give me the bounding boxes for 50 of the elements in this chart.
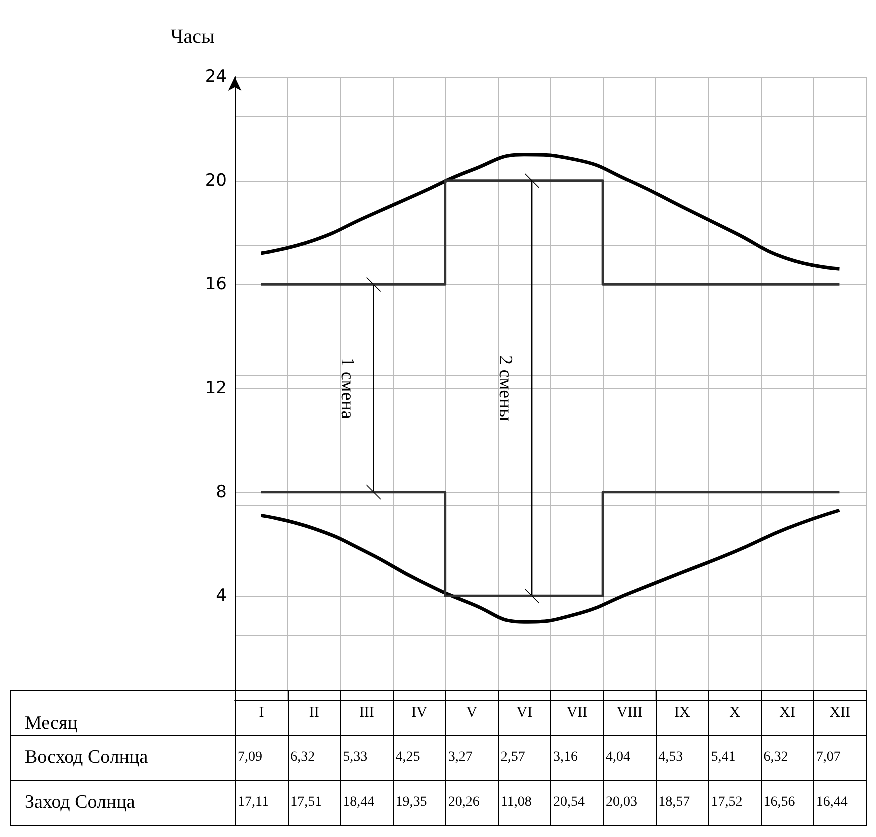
text: Восход Солнца [10, 736, 236, 780]
x-tick-label: V [446, 690, 498, 736]
text: 11,08 [498, 780, 551, 826]
text: 16,44 [814, 780, 866, 826]
annotation: 2 смены [495, 355, 516, 422]
text: 4,04 [604, 736, 656, 780]
text: 3,16 [550, 736, 604, 780]
y-tick-label: 20 [205, 170, 227, 191]
text: 6,32 [761, 736, 814, 780]
y-tick-label: 12 [205, 378, 227, 398]
text: 20,03 [604, 780, 656, 826]
text: 16,56 [761, 780, 814, 826]
text: 4,53 [656, 736, 709, 780]
x-tick-label: IX [656, 690, 709, 736]
y-tick-label: 4 [216, 586, 227, 606]
line-series [260, 508, 842, 624]
x-tick-label: XI [761, 690, 814, 736]
x-tick-label: III [340, 690, 394, 736]
text: 20,54 [550, 780, 604, 826]
text: Заход Солнца [10, 780, 236, 826]
x-tick-label: VII [550, 690, 604, 736]
x-tick-label: IV [393, 690, 446, 736]
text: 18,57 [656, 780, 709, 826]
text: 19,35 [393, 780, 446, 826]
y-tick-label: 8 [216, 482, 227, 502]
line-series [260, 153, 842, 271]
text: 17,11 [236, 780, 288, 826]
annotation: 1 смена [336, 358, 358, 420]
text: 5,41 [708, 736, 762, 780]
text: 7,09 [236, 736, 288, 780]
text: 17,51 [288, 780, 341, 826]
text: 17,52 [708, 780, 762, 826]
text: 6,32 [288, 736, 341, 780]
text: 20,26 [446, 780, 498, 826]
x-tick-label: VIII [604, 690, 656, 736]
text: 18,44 [340, 780, 394, 826]
y-tick-label: 16 [205, 274, 227, 295]
text: 2,57 [498, 736, 551, 780]
x-tick-label: I [236, 690, 288, 736]
y-axis-title: Часы [170, 26, 215, 48]
text: 7,07 [814, 736, 866, 780]
text: 5,33 [340, 736, 394, 780]
text: 3,27 [446, 736, 498, 780]
x-tick-label: II [288, 690, 341, 736]
x-tick-label: XII [814, 690, 866, 736]
x-tick-label: VI [498, 690, 551, 736]
text: Месяц [10, 690, 236, 736]
text: 4,25 [393, 736, 446, 780]
y-tick-label: 24 [205, 67, 227, 87]
x-tick-label: X [708, 690, 762, 736]
